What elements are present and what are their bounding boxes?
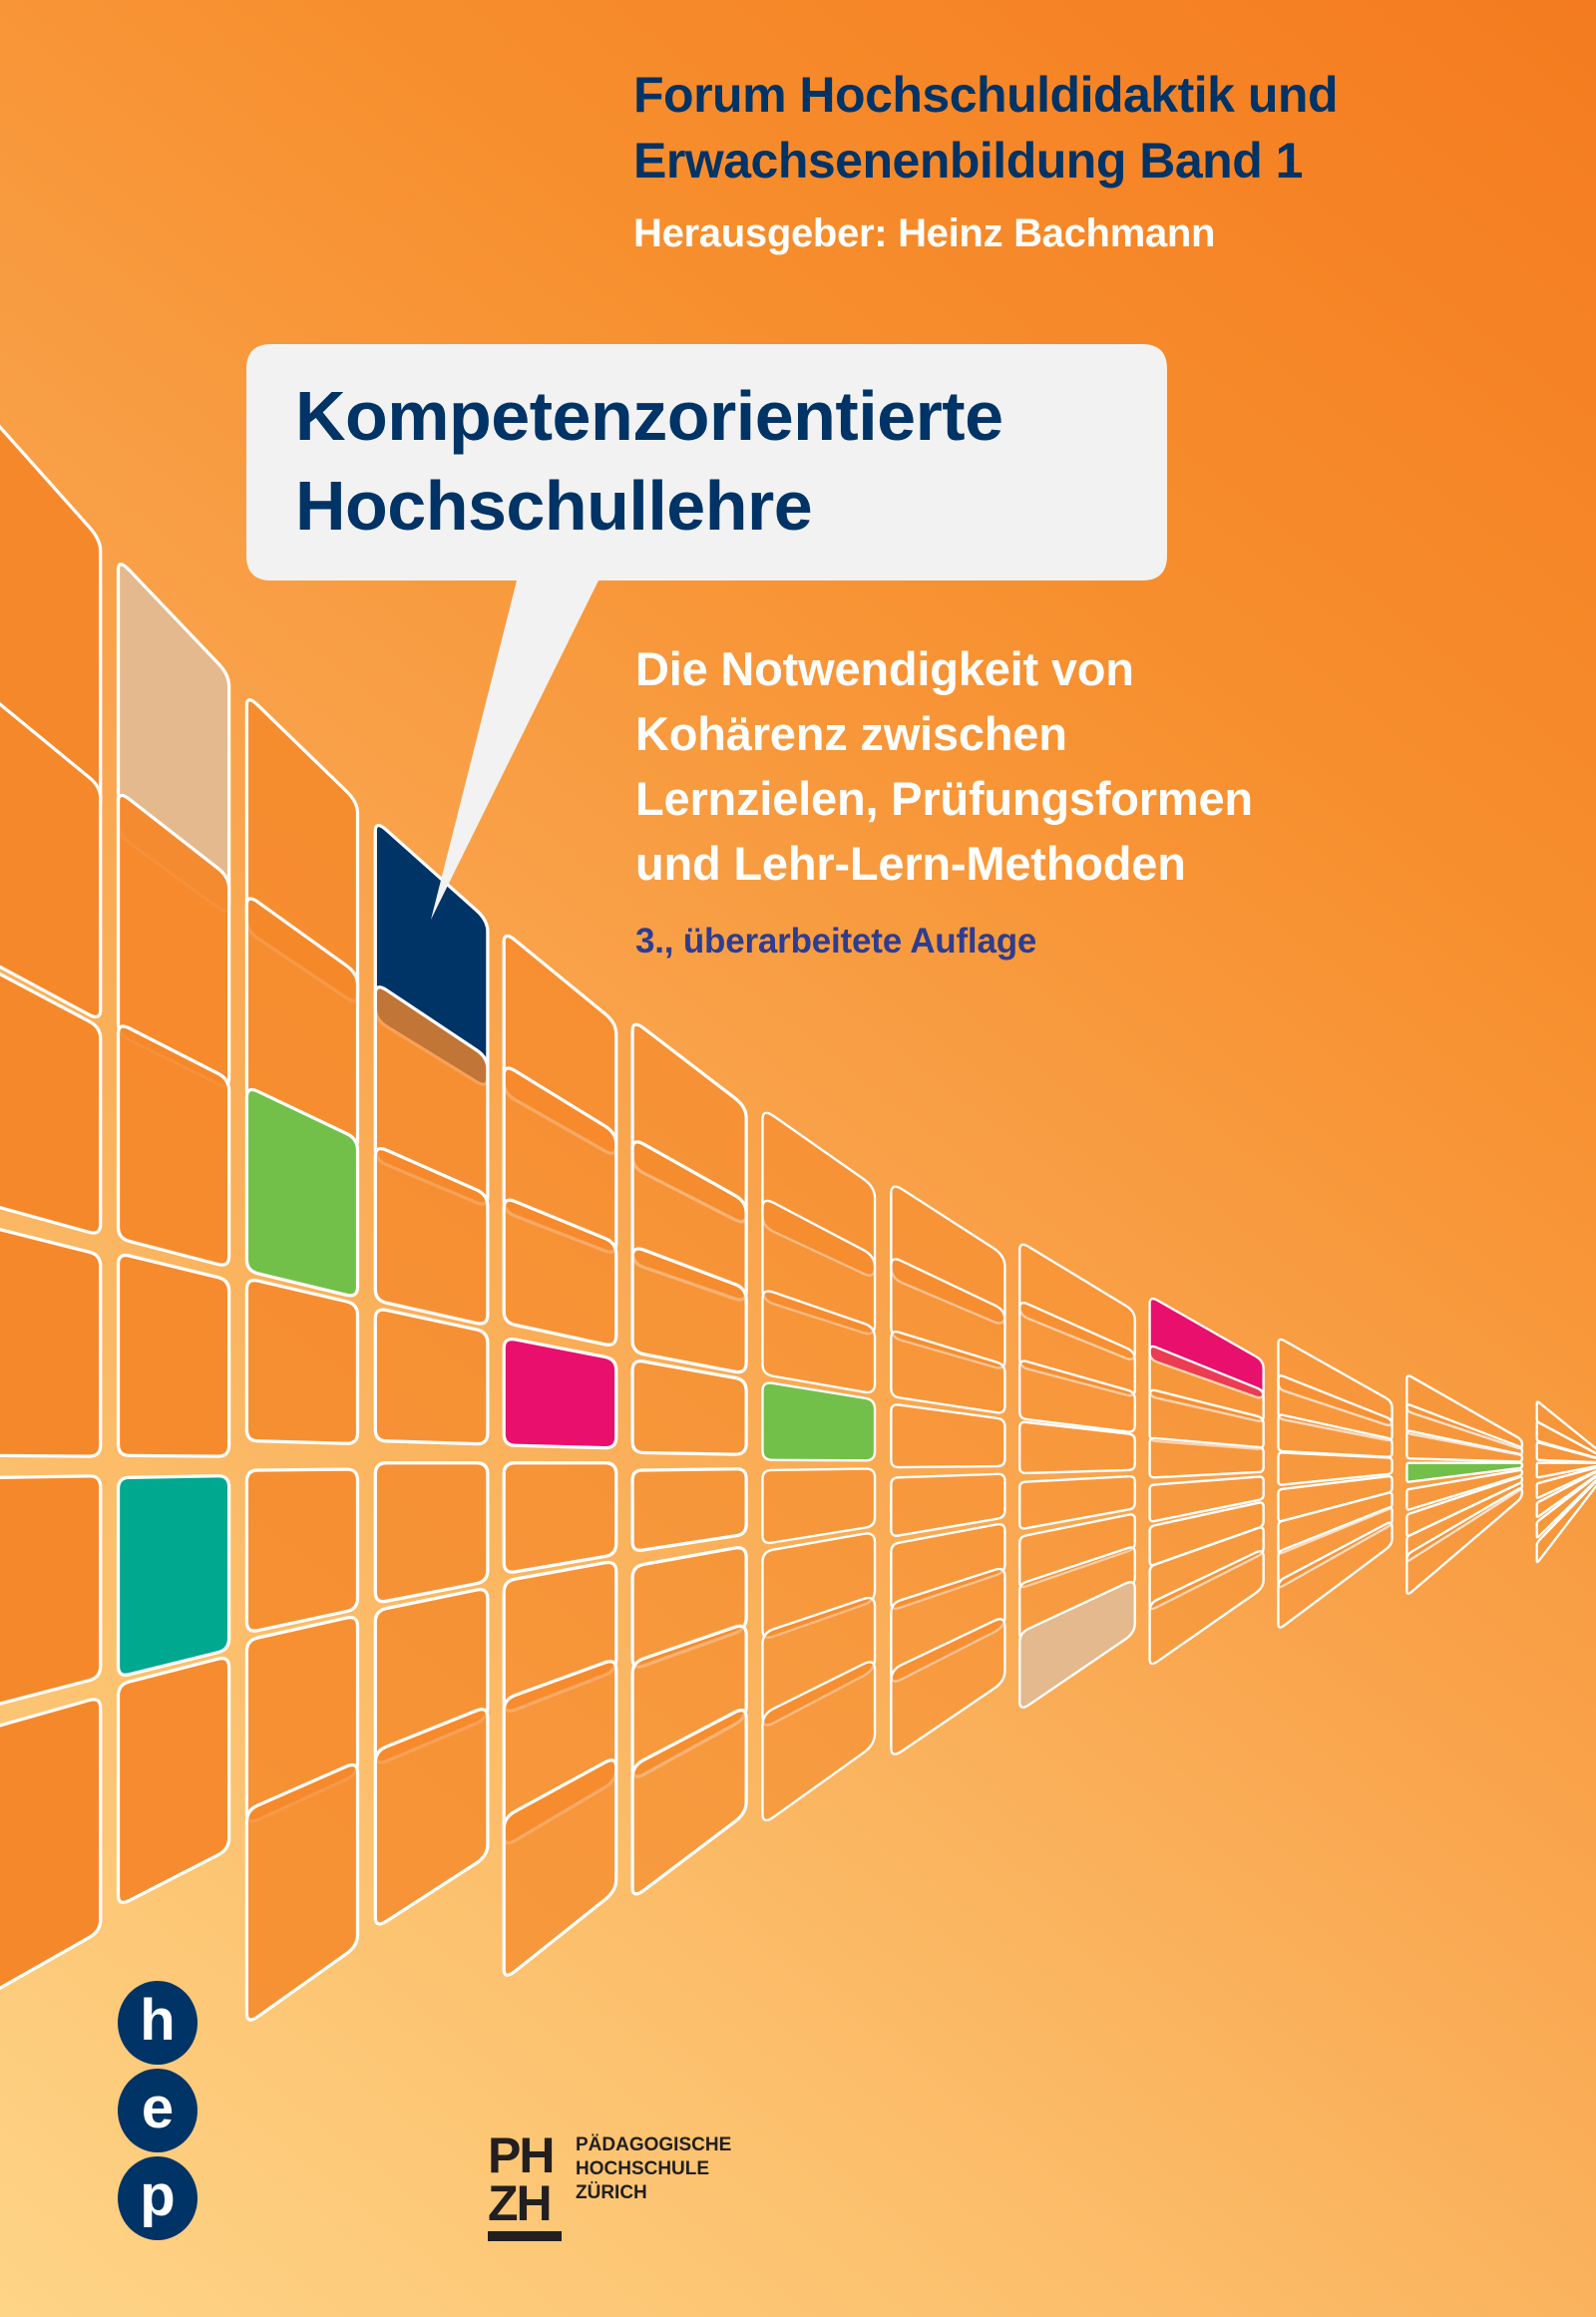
- tile: [1148, 1388, 1265, 1450]
- tile: [1018, 1302, 1136, 1397]
- tile: [1018, 1243, 1136, 1360]
- tile: [1018, 1513, 1136, 1589]
- phzh-name-line: HOCHSCHULE: [576, 2158, 710, 2179]
- tile: [373, 1461, 490, 1604]
- tile: [1405, 1403, 1524, 1456]
- tile: [1277, 1413, 1394, 1458]
- tile: [1535, 1466, 1596, 1499]
- tile: [244, 1762, 360, 2022]
- tile: [1405, 1468, 1524, 1511]
- tile: [1018, 1420, 1136, 1475]
- tile: [1277, 1374, 1394, 1442]
- tile-beige: [1018, 1581, 1136, 1709]
- tile: [0, 701, 103, 1019]
- tile: [1405, 1374, 1524, 1450]
- tile: [0, 971, 103, 1235]
- hep-logo-letter: p: [118, 2156, 198, 2240]
- subtitle-line: und Lehr-Lern-Methoden: [635, 837, 1186, 890]
- tile: [244, 1279, 360, 1445]
- phzh-mark-line: ZH: [488, 2175, 553, 2231]
- subtitle-line: Kohärenz zwischen: [635, 707, 1067, 760]
- editor-credit: Herausgeber: Heinz Bachmann: [633, 211, 1216, 255]
- tile-green: [244, 1087, 360, 1298]
- series-title-line: Erwachsenenbildung Band 1: [633, 133, 1303, 189]
- tile: [761, 1661, 877, 1822]
- series-title-line: Forum Hochschuldidaktik und: [633, 67, 1338, 123]
- book-subtitle: Die Notwendigkeit von Kohärenz zwischen …: [635, 636, 1253, 896]
- book-title-line: Hochschullehre: [295, 467, 813, 545]
- edition-label: 3., überarbeitete Auflage: [635, 922, 1037, 961]
- tile-green: [1405, 1461, 1524, 1483]
- hep-logo-letter: h: [118, 1981, 198, 2065]
- tile: [1018, 1359, 1136, 1433]
- book-title: Kompetenzorientierte Hochschullehre: [295, 371, 1003, 551]
- tile: [890, 1403, 1006, 1469]
- tile: [1277, 1521, 1394, 1629]
- tile: [1535, 1479, 1596, 1564]
- series-title: Forum Hochschuldidaktik und Erwachsenenb…: [633, 62, 1338, 193]
- tile: [890, 1331, 1006, 1414]
- tile: [244, 1467, 360, 1633]
- tile-magenta: [502, 1337, 618, 1450]
- phzh-name-line: ZÜRICH: [576, 2182, 647, 2203]
- hep-publisher-logo: h e p: [118, 1981, 198, 2244]
- tile: [373, 1708, 490, 1926]
- phzh-logo-mark: PH ZH: [488, 2127, 562, 2241]
- phzh-underline: [488, 2231, 562, 2241]
- phzh-institution-logo: PH ZH PÄDAGOGISCHE HOCHSCHULE ZÜRICH: [488, 2127, 731, 2241]
- tile: [502, 1198, 618, 1347]
- tile: [890, 1618, 1006, 1755]
- tile: [1405, 1429, 1524, 1463]
- tile: [1405, 1487, 1524, 1595]
- tile: [1148, 1475, 1265, 1523]
- tile: [761, 1467, 877, 1545]
- tile-teal: [116, 1474, 231, 1677]
- subtitle-line: Die Notwendigkeit von: [635, 642, 1134, 695]
- tile: [1018, 1474, 1136, 1530]
- tile: [116, 1657, 231, 1904]
- phzh-name: PÄDAGOGISCHE HOCHSCHULE ZÜRICH: [576, 2133, 731, 2241]
- tile: [1535, 1470, 1596, 1518]
- tile: [630, 1467, 748, 1552]
- tile: [890, 1472, 1006, 1537]
- book-title-line: Kompetenzorientierte: [295, 377, 1003, 455]
- phzh-mark-line: PH: [488, 2127, 555, 2183]
- tile: [1535, 1474, 1596, 1539]
- tile: [116, 1253, 231, 1458]
- tile: [761, 1290, 877, 1394]
- tile: [0, 1698, 103, 1991]
- tile: [502, 1461, 618, 1574]
- phzh-name-line: PÄDAGOGISCHE: [576, 2134, 732, 2155]
- tile-green: [761, 1381, 877, 1462]
- tile: [1535, 1420, 1596, 1459]
- tile: [1148, 1550, 1265, 1666]
- tile: [630, 1247, 748, 1374]
- tile: [0, 1474, 103, 1706]
- tile: [630, 1359, 748, 1456]
- tile: [1535, 1461, 1596, 1479]
- tile: [116, 1024, 231, 1267]
- tile: [630, 1708, 748, 1896]
- tile: [1535, 1441, 1596, 1464]
- tile: [373, 1147, 490, 1326]
- speech-bubble-shape: [246, 344, 1167, 920]
- subtitle-line: Lernzielen, Prüfungsformen: [635, 772, 1253, 825]
- tile: [0, 1227, 103, 1458]
- tile: [502, 1758, 618, 1977]
- tile: [1148, 1436, 1265, 1479]
- tile: [1148, 1345, 1265, 1422]
- tile: [373, 1308, 490, 1446]
- hep-logo-letter: e: [118, 2069, 198, 2152]
- tile: [1277, 1451, 1394, 1486]
